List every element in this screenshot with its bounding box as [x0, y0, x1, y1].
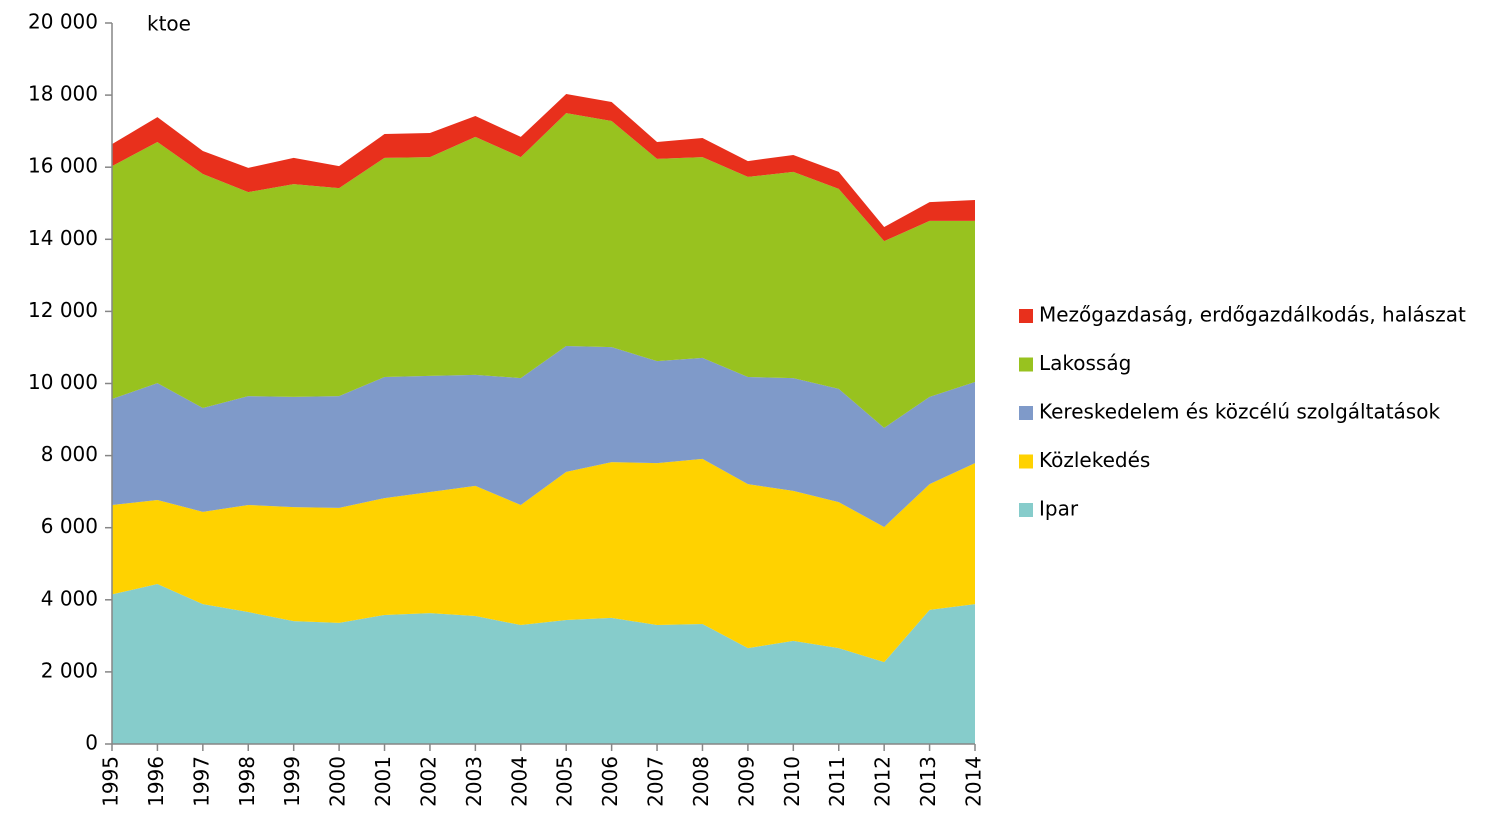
- x-tick-label: 2004: [507, 756, 531, 807]
- y-tick-label: 20 000: [28, 10, 98, 34]
- y-tick-label: 0: [85, 731, 98, 755]
- area: [112, 346, 975, 527]
- legend-label: Ipar: [1039, 497, 1079, 521]
- legend-label: Mezőgazdaság, erdőgazdálkodás, halászat: [1039, 303, 1466, 327]
- x-tick-label: 2005: [553, 756, 577, 807]
- x-tick-label: 2008: [689, 756, 713, 807]
- y-tick-label: 18 000: [28, 82, 98, 106]
- x-tick-label: 2010: [780, 756, 804, 807]
- area: [112, 458, 975, 663]
- x-tick-label: 2013: [916, 756, 940, 807]
- area: [112, 94, 975, 242]
- x-tick-label: 2012: [871, 756, 895, 807]
- legend-swatch: [1019, 454, 1033, 469]
- x-tick-label: 2002: [416, 756, 440, 807]
- y-tick-label: 12 000: [28, 298, 98, 322]
- y-tick-label: 2 000: [41, 658, 98, 682]
- area: [112, 113, 975, 428]
- y-tick-label: 8 000: [41, 442, 98, 466]
- x-tick-label: 2007: [644, 756, 668, 807]
- x-tick-label: 2011: [825, 756, 849, 807]
- y-tick-label: 14 000: [28, 226, 98, 250]
- x-tick-label: 1999: [280, 756, 304, 807]
- x-tick-label: 1998: [235, 756, 259, 807]
- y-tick-label: 16 000: [28, 154, 98, 178]
- legend-swatch: [1019, 503, 1033, 517]
- y-tick-label: 10 000: [28, 370, 98, 394]
- legend-label: Lakosság: [1039, 351, 1131, 375]
- x-tick-label: 2014: [962, 756, 986, 807]
- y-tick-label: 4 000: [41, 586, 98, 610]
- x-tick-label: 2003: [462, 756, 486, 807]
- x-tick-label: 1997: [189, 756, 213, 807]
- legend-swatch: [1019, 309, 1033, 323]
- x-tick-label: 2009: [734, 756, 758, 807]
- legend-swatch: [1019, 357, 1033, 372]
- legend-label: Kereskedelem és közcélú szolgáltatások: [1039, 400, 1440, 424]
- legend-swatch: [1019, 406, 1033, 420]
- legend-label: Közlekedés: [1039, 448, 1150, 472]
- x-tick-label: 2006: [598, 756, 622, 807]
- area: [112, 583, 975, 744]
- x-tick-label: 2000: [326, 756, 350, 807]
- y-tick-label: 6 000: [41, 514, 98, 538]
- x-tick-label: 1996: [144, 756, 168, 807]
- y-axis-label: ktoe: [147, 12, 191, 36]
- x-tick-label: 2001: [371, 756, 395, 807]
- x-tick-label: 1995: [99, 756, 123, 807]
